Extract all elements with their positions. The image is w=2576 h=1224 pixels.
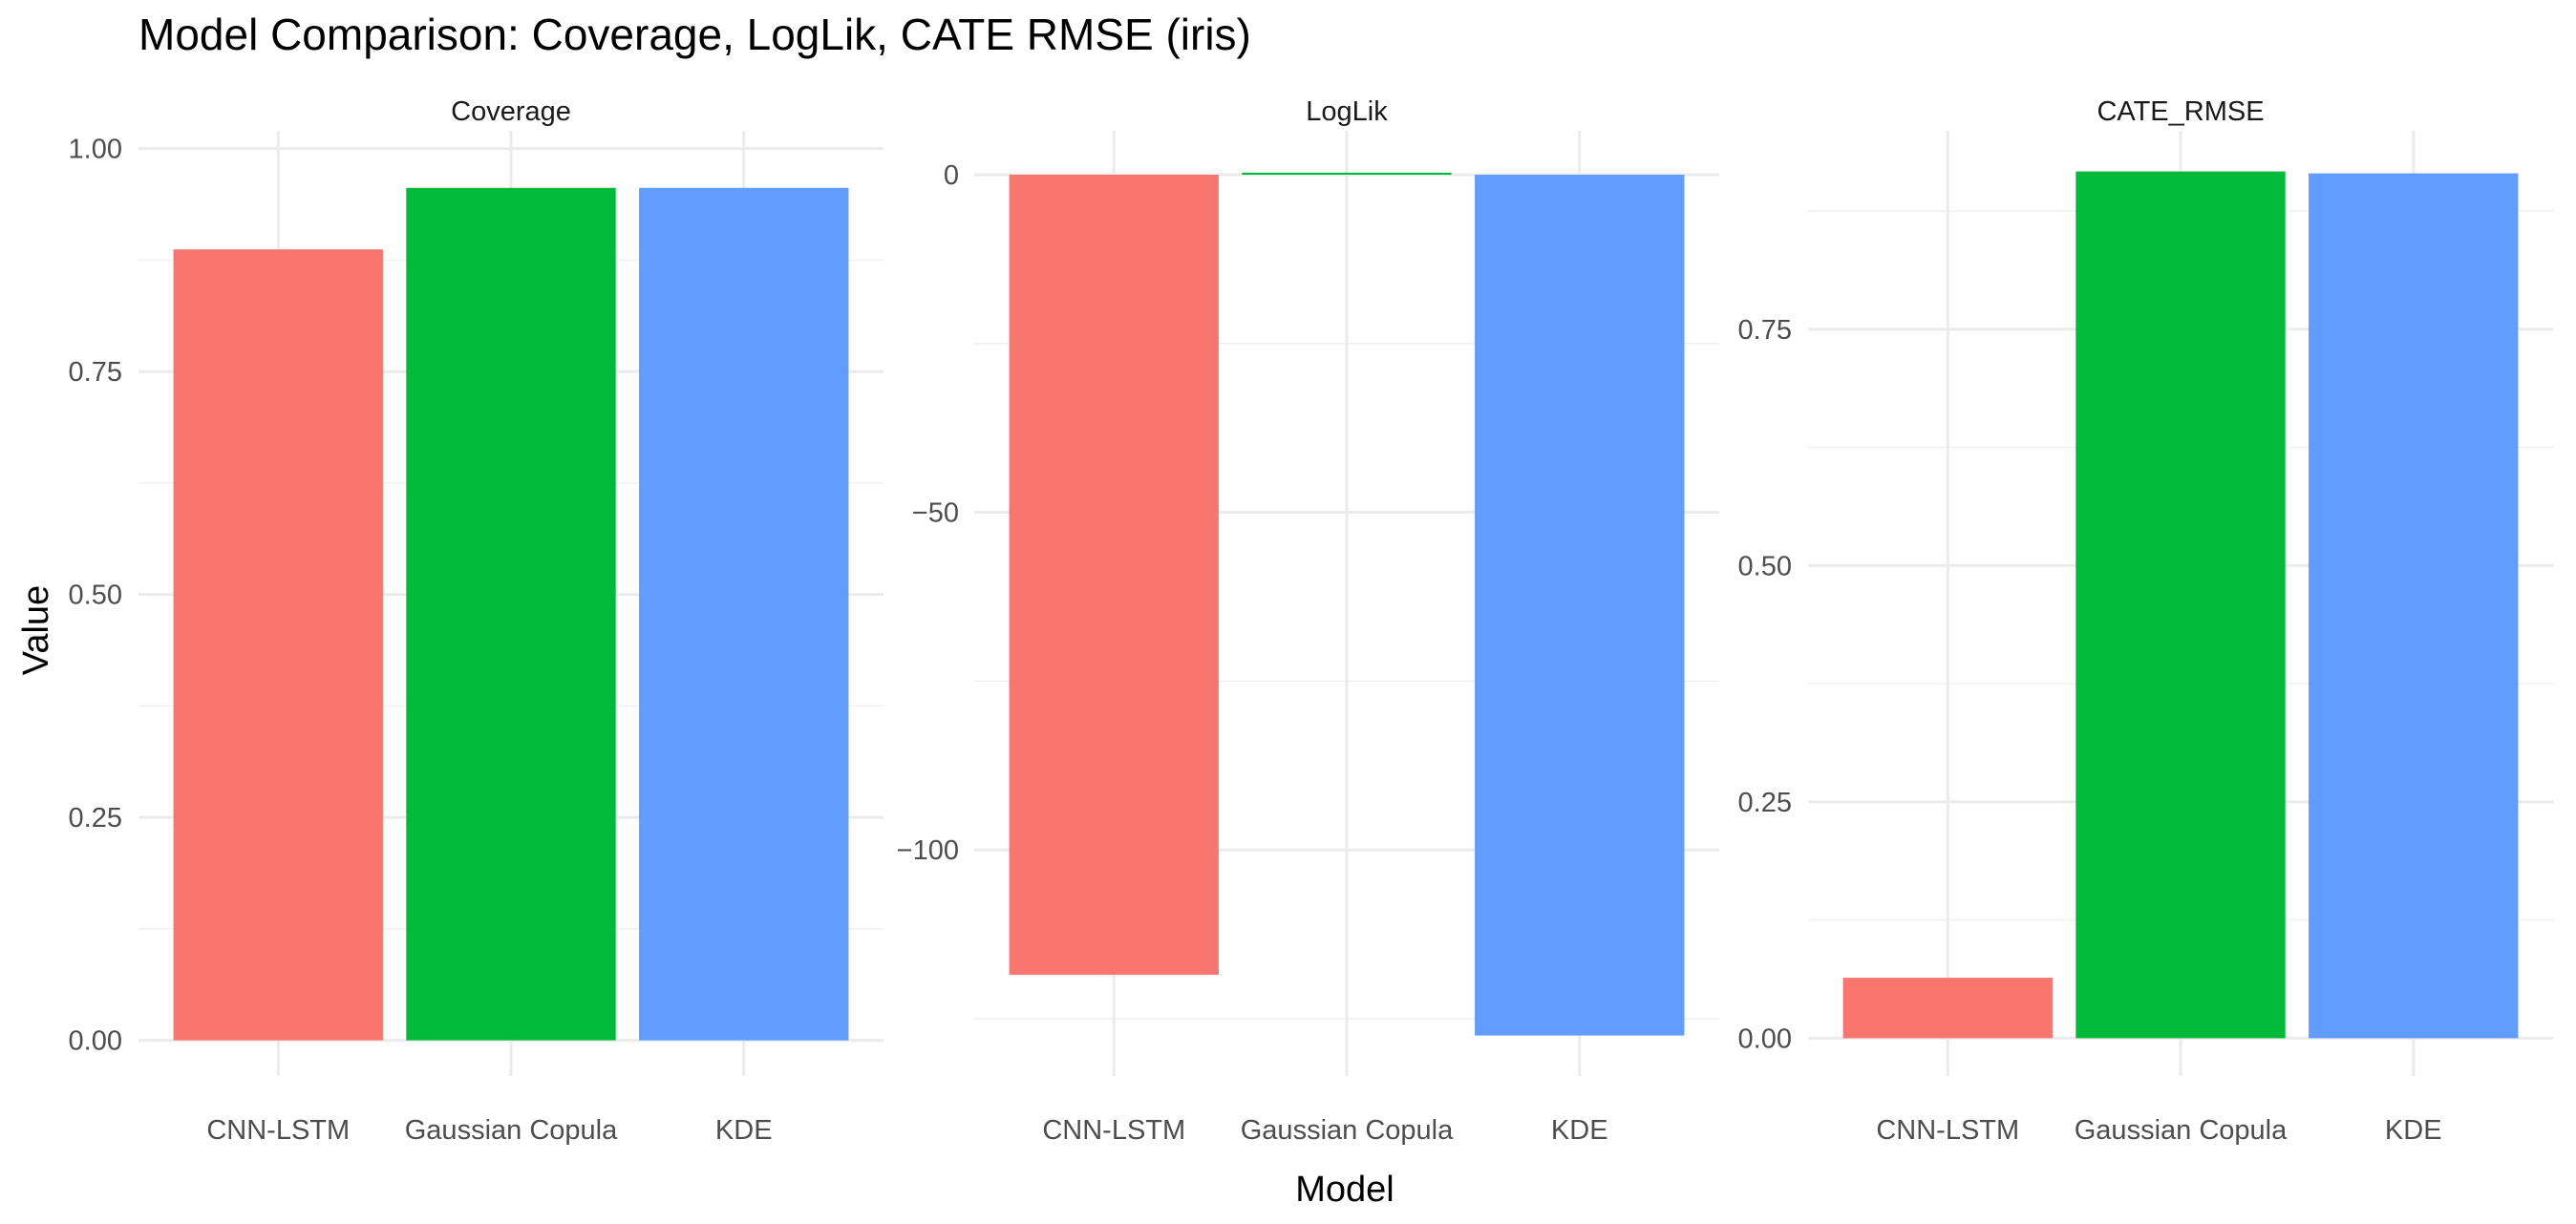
facet-label-coverage: Coverage: [451, 96, 571, 127]
y-tick-label: 0.50: [1738, 551, 1792, 581]
bar-cnn-lstm: [173, 249, 383, 1041]
y-tick-label: 0.00: [1738, 1024, 1792, 1054]
x-tick-label: Gaussian Copula: [405, 1115, 618, 1146]
y-tick-label: −50: [912, 498, 959, 529]
facet-label-cate_rmse: CATE_RMSE: [2097, 96, 2264, 127]
bar-cnn-lstm: [1009, 174, 1219, 975]
y-tick-label: 0.75: [69, 357, 122, 388]
x-tick-label: CNN-LSTM: [206, 1115, 350, 1146]
x-tick-label: CNN-LSTM: [1042, 1115, 1185, 1146]
y-tick-label: 1.00: [69, 135, 122, 165]
x-tick-label: KDE: [715, 1115, 773, 1146]
x-tick-label: KDE: [1551, 1115, 1608, 1146]
y-tick-label: 0.25: [69, 803, 122, 834]
y-tick-label: 0: [944, 160, 959, 191]
y-tick-label: 0.50: [69, 580, 122, 611]
panels-group: 0.00 0.25 0.50 0.75 1.00 CNN-LSTM Gaussian Cop…: [69, 96, 2553, 1146]
y-tick-label: 0.75: [1738, 315, 1792, 346]
x-tick-label: CNN-LSTM: [1876, 1115, 2019, 1146]
y-tick-label: 0.25: [1738, 788, 1792, 818]
x-tick-label: Gaussian Copula: [2075, 1115, 2288, 1146]
y-axis-title: Value: [16, 585, 56, 675]
bar-kde: [2309, 173, 2519, 1039]
facet-label-loglik: LogLik: [1306, 96, 1388, 127]
x-axis-title: Model: [1295, 1170, 1394, 1210]
bar-kde: [1475, 174, 1685, 1036]
bar-gaussian-copula: [406, 187, 616, 1041]
bar-gaussian-copula: [1242, 172, 1452, 175]
y-tick-label: −100: [897, 835, 959, 866]
bar-gaussian-copula: [2076, 171, 2286, 1039]
bar-cnn-lstm: [1842, 978, 2053, 1039]
bar-kde: [639, 187, 849, 1041]
y-tick-label: 0.00: [69, 1026, 122, 1057]
x-tick-label: Gaussian Copula: [1241, 1115, 1454, 1146]
x-tick-label: KDE: [2385, 1115, 2442, 1146]
chart-title: Model Comparison: Coverage, LogLik, CATE…: [138, 10, 1251, 59]
